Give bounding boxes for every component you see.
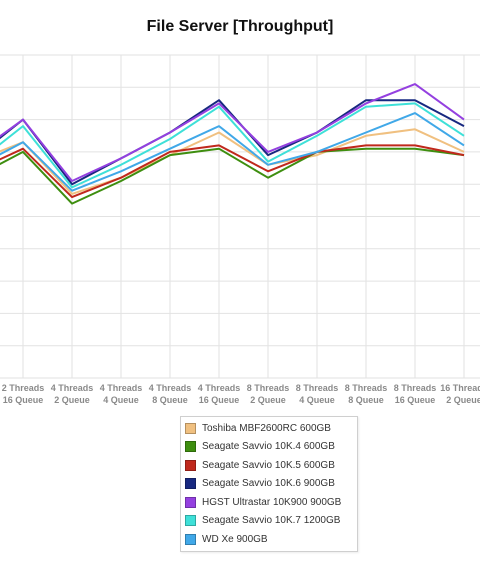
- legend-swatch: [185, 478, 196, 490]
- legend-swatch: [185, 441, 196, 453]
- series-line-6: [0, 102, 465, 189]
- legend-label: Seagate Savvio 10K.6 900GB: [202, 478, 335, 490]
- series-line-7: [0, 112, 465, 192]
- legend-swatch: [185, 533, 196, 545]
- grid-lines: [0, 54, 480, 379]
- legend-label: WD Xe 900GB: [202, 533, 268, 545]
- x-tick-label: 4 Threads 8 Queue: [149, 383, 192, 405]
- legend-label: Seagate Savvio 10K.7 1200GB: [202, 515, 341, 527]
- series-line-1: [0, 128, 465, 195]
- series-line-2: [0, 147, 465, 205]
- legend-swatch: [185, 515, 196, 527]
- x-tick-label: 4 Threads 2 Queue: [51, 383, 94, 405]
- legend-item-2: Seagate Savvio 10K.4 600GB: [181, 438, 357, 457]
- legend-label: Toshiba MBF2600RC 600GB: [202, 422, 331, 434]
- legend-item-3: Seagate Savvio 10K.5 600GB: [181, 456, 357, 475]
- legend-swatch: [185, 496, 196, 508]
- x-tick-label: 8 Threads 2 Queue: [247, 383, 290, 405]
- series-line-3: [0, 144, 465, 199]
- legend-item-1: Toshiba MBF2600RC 600GB: [181, 419, 357, 438]
- x-tick-label: 4 Threads 4 Queue: [100, 383, 143, 405]
- legend-item-6: Seagate Savvio 10K.7 1200GB: [181, 512, 357, 531]
- x-tick-label: 2 Threads 16 Queue: [2, 383, 45, 405]
- legend-swatch: [185, 459, 196, 471]
- legend-item-4: Seagate Savvio 10K.6 900GB: [181, 475, 357, 494]
- series-line-5: [0, 83, 465, 182]
- legend-label: Seagate Savvio 10K.4 600GB: [202, 441, 335, 453]
- x-tick-label: 8 Threads 16 Queue: [394, 383, 437, 405]
- x-tick-label: 8 Threads 4 Queue: [296, 383, 339, 405]
- legend: Toshiba MBF2600RC 600GB Seagate Savvio 10…: [180, 416, 358, 552]
- legend-label: HGST Ultrastar 10K900 900GB: [202, 496, 342, 508]
- x-tick-label: 8 Threads 8 Queue: [345, 383, 388, 405]
- legend-label: Seagate Savvio 10K.5 600GB: [202, 459, 335, 471]
- legend-swatch: [185, 422, 196, 434]
- legend-item-7: WD Xe 900GB: [181, 530, 357, 549]
- x-tick-label: 4 Threads 16 Queue: [198, 383, 241, 405]
- legend-item-5: HGST Ultrastar 10K900 900GB: [181, 493, 357, 512]
- series-lines: [0, 83, 465, 205]
- chart-title: File Server [Throughput]: [146, 18, 334, 35]
- series-line-4: [0, 99, 465, 186]
